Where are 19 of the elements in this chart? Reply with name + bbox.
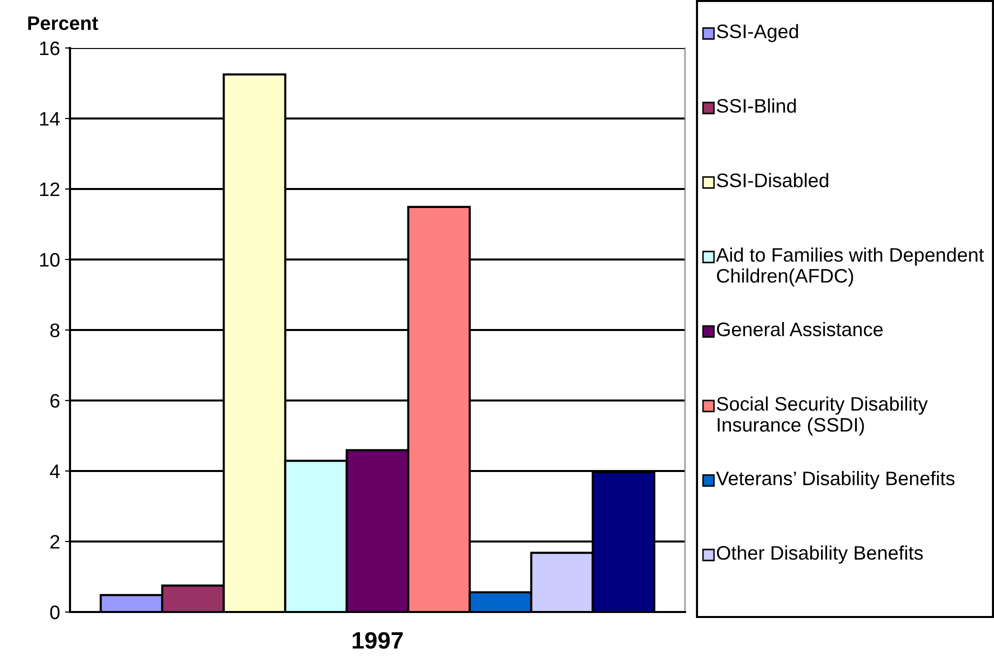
y-tick-label: 16 (40, 41, 60, 56)
y-tick-label: 0 (50, 605, 60, 620)
legend-label: SSI-Disabled (716, 173, 828, 188)
y-tick-label: 12 (40, 182, 60, 196)
legend-label: SSI-Aged (716, 24, 798, 42)
legend-label: SSI-Blind (716, 98, 796, 113)
y-tick-label: 2 (50, 534, 60, 549)
y-tick-label: 14 (40, 112, 60, 126)
y-tick-label: 4 (50, 464, 60, 478)
legend-label: Other Disability Benefits (716, 546, 923, 564)
y-axis-title: Percent (28, 16, 98, 30)
legend-label: Social Security Disability Insurance (SSDI) (716, 396, 928, 436)
y-tick-label: 10 (40, 252, 60, 267)
y-tick-label: 8 (50, 323, 60, 338)
legend-label: General Assistance (716, 322, 883, 336)
x-tick-label: 1997 (352, 632, 403, 649)
legend-label: Aid to Families with Dependent Children(AFDC) (716, 248, 984, 287)
y-tick-label: 6 (50, 394, 60, 408)
legend-label: Veterans’ Disability Benefits (716, 471, 955, 490)
